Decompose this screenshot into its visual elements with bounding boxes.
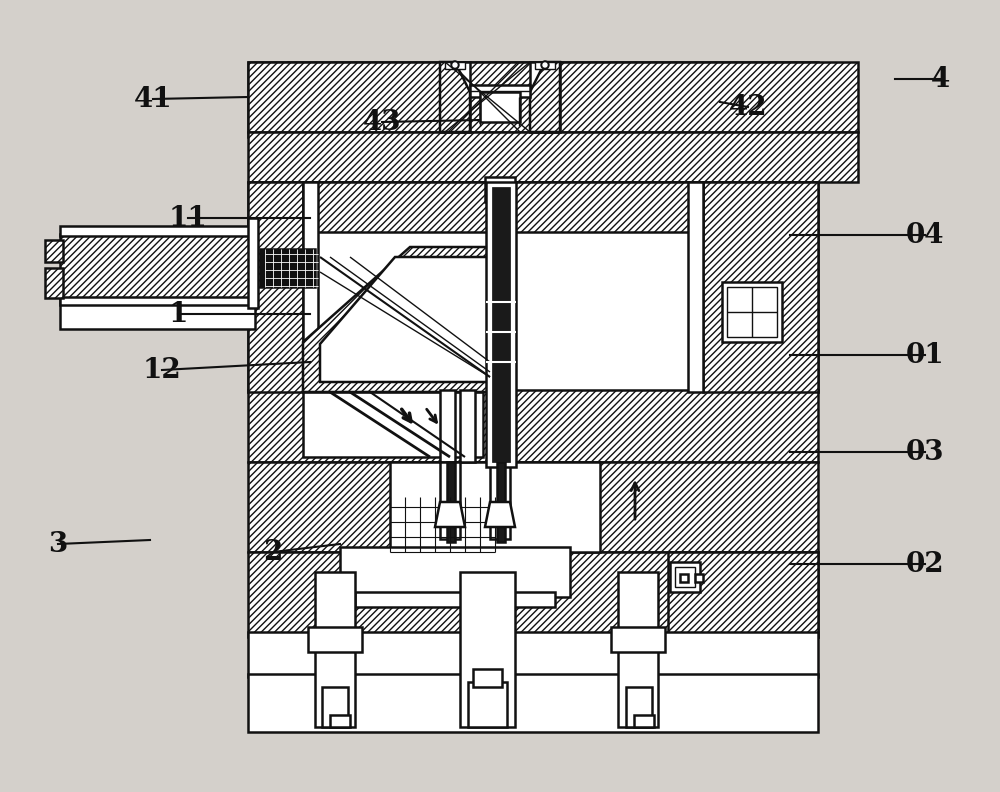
Bar — [248, 218, 258, 308]
Bar — [60, 304, 255, 329]
Bar — [492, 187, 510, 462]
Bar — [315, 572, 355, 727]
Bar — [634, 715, 654, 727]
Bar — [490, 200, 510, 212]
Bar — [703, 182, 818, 392]
Bar — [303, 182, 318, 392]
Bar — [248, 552, 818, 637]
Text: 43: 43 — [363, 109, 401, 135]
Bar — [248, 462, 818, 552]
Circle shape — [543, 63, 547, 67]
Bar — [460, 390, 475, 462]
Bar — [45, 268, 63, 298]
Bar — [611, 627, 665, 652]
Text: 41: 41 — [134, 86, 172, 112]
Bar — [260, 249, 315, 287]
Bar — [440, 462, 460, 539]
Bar — [497, 462, 505, 542]
Bar — [248, 390, 818, 462]
Bar — [355, 592, 555, 607]
Bar — [440, 390, 455, 462]
Polygon shape — [303, 247, 503, 392]
Bar — [492, 207, 500, 215]
Text: 04: 04 — [906, 222, 944, 249]
Bar — [670, 562, 700, 592]
Text: 01: 01 — [906, 341, 944, 368]
Bar — [248, 632, 818, 677]
Bar — [680, 574, 688, 582]
Bar — [486, 182, 516, 467]
Bar — [535, 62, 555, 69]
Text: 03: 03 — [906, 439, 944, 466]
Bar — [303, 392, 483, 457]
Bar — [490, 462, 510, 539]
Bar — [303, 182, 703, 232]
Bar — [60, 226, 255, 236]
Bar — [480, 92, 520, 122]
Text: 1: 1 — [168, 300, 188, 328]
Bar — [473, 669, 502, 687]
Bar — [695, 574, 703, 582]
Bar — [60, 297, 255, 305]
Bar — [45, 240, 63, 262]
Bar — [288, 62, 818, 137]
Polygon shape — [668, 552, 818, 637]
Bar — [460, 572, 515, 727]
Text: 42: 42 — [729, 93, 767, 120]
Text: 12: 12 — [143, 356, 181, 383]
Polygon shape — [320, 257, 490, 382]
Bar — [340, 547, 570, 597]
Bar — [248, 62, 858, 132]
Circle shape — [541, 61, 549, 69]
Text: 4: 4 — [930, 66, 950, 93]
Polygon shape — [435, 502, 465, 527]
Bar — [722, 282, 782, 342]
Bar — [470, 85, 530, 97]
Bar — [248, 182, 818, 392]
Polygon shape — [485, 502, 515, 527]
Bar — [618, 572, 658, 727]
Bar — [322, 687, 348, 727]
Bar — [330, 715, 350, 727]
Bar — [248, 132, 858, 182]
Text: 3: 3 — [48, 531, 68, 558]
Text: 11: 11 — [169, 204, 207, 231]
Bar — [445, 62, 465, 69]
Bar — [390, 462, 600, 552]
Bar — [248, 62, 288, 137]
Bar — [626, 687, 652, 727]
Bar — [468, 682, 507, 727]
Bar — [248, 182, 303, 392]
Text: 2: 2 — [263, 539, 283, 565]
Circle shape — [451, 61, 459, 69]
Text: 02: 02 — [906, 550, 944, 577]
Bar — [485, 177, 515, 202]
Bar — [308, 627, 362, 652]
Bar — [675, 567, 695, 587]
Bar — [440, 62, 470, 132]
Bar — [727, 287, 777, 337]
Bar — [530, 62, 560, 132]
Polygon shape — [530, 62, 560, 132]
Bar — [60, 234, 255, 302]
Bar — [447, 462, 455, 542]
Polygon shape — [440, 62, 470, 132]
Circle shape — [453, 63, 457, 67]
Bar — [248, 674, 818, 732]
Bar — [688, 182, 703, 392]
